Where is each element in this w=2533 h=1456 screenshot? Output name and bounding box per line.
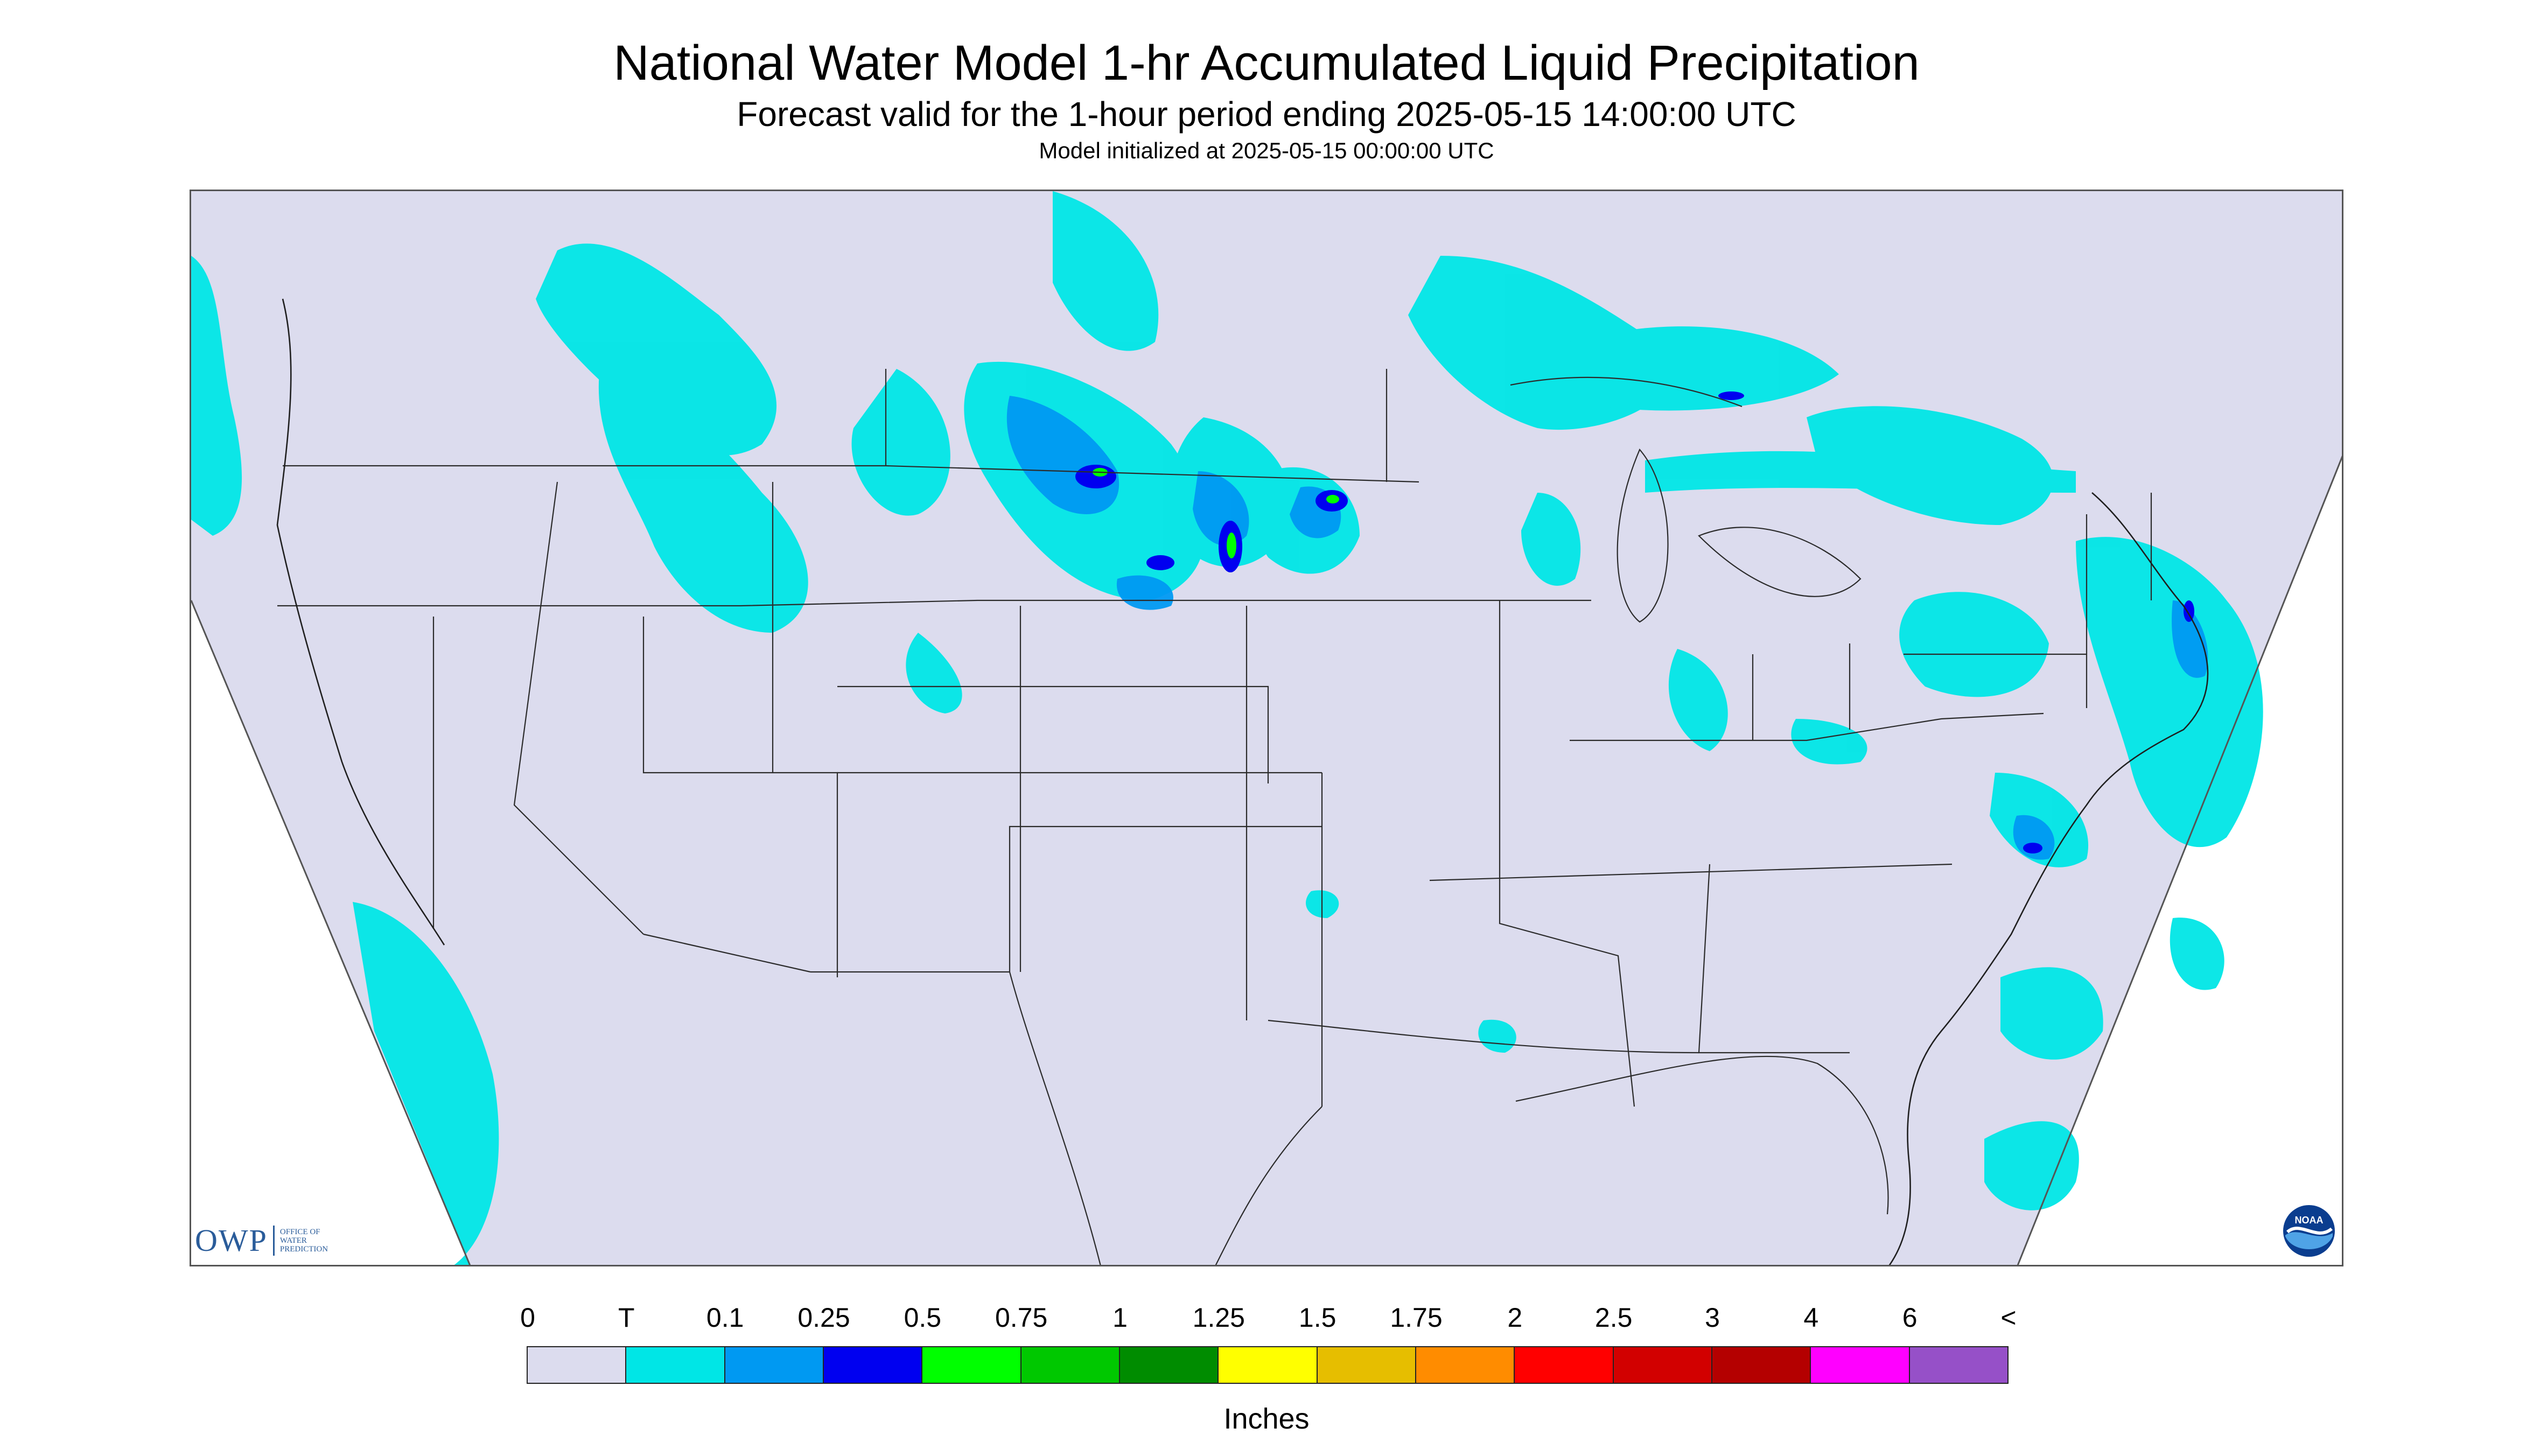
legend-label: 3 [1705, 1303, 1720, 1333]
owp-sub-line: Prediction [279, 1244, 328, 1254]
legend-label: 1.25 [1192, 1303, 1245, 1333]
owp-sub-line: Office of [279, 1227, 320, 1236]
legend-label: 0.5 [904, 1303, 942, 1333]
legend-label: 4 [1803, 1303, 1819, 1333]
legend-label: T [618, 1303, 635, 1333]
legend-label: 2 [1507, 1303, 1523, 1333]
legend-swatch [527, 1346, 627, 1384]
precip-moderate-cores [1075, 391, 2194, 853]
legend-label: 0.75 [995, 1303, 1048, 1333]
legend-label: 1 [1112, 1303, 1128, 1333]
noaa-logo: NOAA [2282, 1204, 2336, 1261]
legend-label: 0 [520, 1303, 535, 1333]
legend-swatch [921, 1346, 1021, 1384]
model-init-line: Model initialized at 2025-05-15 00:00:00… [1039, 138, 1494, 163]
legend-swatch [1612, 1346, 1712, 1384]
legend-swatch [724, 1346, 824, 1384]
legend-swatch [1020, 1346, 1120, 1384]
owp-sub-line: Water [279, 1236, 307, 1245]
legend-label: 0.1 [706, 1303, 744, 1333]
legend-swatch [822, 1346, 923, 1384]
state-boundaries [277, 369, 2152, 1265]
noaa-wordmark: NOAA [2295, 1215, 2324, 1226]
legend-swatch [1217, 1346, 1318, 1384]
legend-label: 6 [1902, 1303, 1918, 1333]
legend-swatch [1711, 1346, 1811, 1384]
precipitation-legend [527, 1346, 2009, 1384]
legend-label: 1.75 [1390, 1303, 1443, 1333]
owp-logo: OWP Office of Water Prediction [195, 1222, 328, 1258]
legend-swatch [1415, 1346, 1515, 1384]
map-subtitle: Forecast valid for the 1-hour period end… [737, 95, 1796, 134]
legend-label: 1.5 [1298, 1303, 1337, 1333]
legend-swatch [625, 1346, 725, 1384]
legend-label: < [2000, 1303, 2017, 1333]
legend-swatch [1316, 1346, 1416, 1384]
coastlines [276, 298, 2209, 1265]
legend-label: 2.5 [1594, 1303, 1633, 1333]
legend-swatch [1118, 1346, 1219, 1384]
owp-wordmark: OWP [195, 1223, 268, 1258]
domain-edge [191, 455, 2342, 1265]
owp-divider [272, 1225, 275, 1256]
legend-swatch [1908, 1346, 2009, 1384]
map-title: National Water Model 1-hr Accumulated Li… [613, 36, 1920, 90]
legend-swatch [1514, 1346, 1614, 1384]
model-domain [191, 191, 2342, 1265]
legend-swatch [1810, 1346, 1910, 1384]
map-canvas [191, 191, 2342, 1265]
precipitation-map [190, 190, 2343, 1266]
legend-units: Inches [1223, 1403, 1310, 1435]
owp-subtext: Office of Water Prediction [280, 1228, 328, 1254]
legend-label: 0.25 [797, 1303, 850, 1333]
